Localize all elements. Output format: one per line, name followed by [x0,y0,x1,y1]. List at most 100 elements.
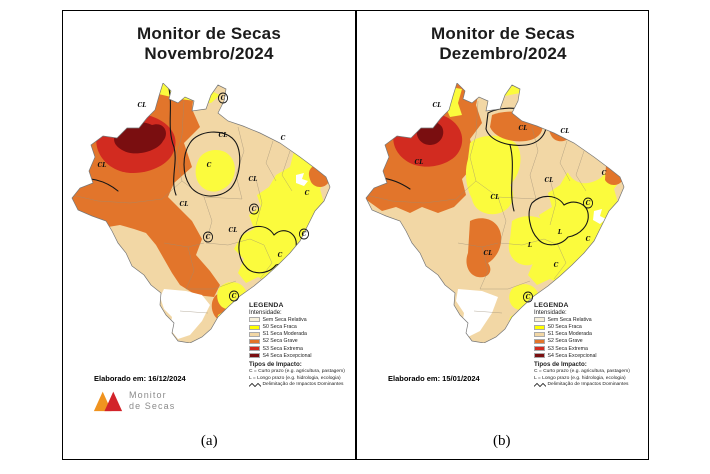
s2-northeast-patch-1 [258,110,280,133]
s2-east-coast-patch [605,163,624,185]
svg-text:C: C [302,231,307,238]
squiggle-line-icon [534,382,546,387]
map-legend: LEGENDA Intensidade: Sem Seca Relativa S… [534,302,630,388]
s4-exceptional-core [114,122,166,154]
impact-type-short: C = Curto prazo (e.g. agricultura, pasta… [249,369,345,375]
svg-text:C: C [586,200,591,207]
squiggle-line-icon [249,382,261,387]
panel-a-title: Monitor de Secas Novembro/2024 [63,24,355,64]
legend-item: S3 Seca Extrema [534,345,630,352]
legend-swatch-s1 [534,331,545,337]
caption-a: (a) [200,433,218,449]
s0-north-strip-1 [438,85,462,117]
s0-center-blob [195,149,235,192]
svg-text:C: C [586,236,591,243]
svg-text:CL: CL [98,162,107,169]
legend-swatch-s0 [534,324,545,330]
state-boundaries [72,100,293,314]
legend-item: S1 Seca Moderada [534,331,630,338]
legend-item: S1 Seca Moderada [249,331,345,338]
legend-title: LEGENDA [249,302,284,309]
legend-swatch-s2 [249,338,260,344]
legend-swatch-s3 [534,346,545,352]
svg-text:CL: CL [484,250,493,257]
panel-divider-line [355,11,357,459]
panel-a-title-line2: Novembro/2024 [144,44,274,63]
panel-b-title-line1: Monitor de Secas [431,24,575,43]
elaborated-date-a: Elaborado em: 16/12/2024 [94,374,186,383]
svg-text:L: L [557,229,562,236]
panel-a-title-line1: Monitor de Secas [137,24,281,43]
svg-text:C: C [281,135,286,142]
svg-text:C: C [232,293,237,300]
s0-lower-center-1 [508,216,551,266]
svg-text:CL: CL [229,227,238,234]
svg-text:C: C [526,294,531,301]
state-boundaries [366,100,587,314]
svg-text:C: C [252,206,257,213]
brazil-coastline [365,83,625,343]
logo-m-icon [93,391,123,412]
s0-center-region [465,135,521,215]
impact-types-title: Tipos de Impacto: [534,361,587,369]
logo-text: Monitor de Secas [129,389,176,411]
legend-swatch-s4 [534,353,545,359]
svg-text:CL: CL [415,159,424,166]
legend-item: S4 Seca Excepcional [534,353,630,360]
impact-type-short: C = Curto prazo (e.g. agricultura, pasta… [534,369,630,375]
panel-b-title: Monitor de Secas Dezembro/2024 [357,24,649,64]
legend-item: S0 Seca Fraca [534,324,630,331]
panel-november: Monitor de Secas Novembro/2024 [63,11,355,426]
legend-item: S2 Seca Grave [249,338,345,345]
svg-text:CL: CL [561,128,570,135]
legend-swatch-s4 [249,353,260,359]
legend-title: LEGENDA [534,302,569,309]
svg-text:C: C [207,162,212,169]
map-legend: LEGENDA Intensidade: Sem Seca Relativa S… [249,302,345,388]
impact-delimitation-legend: Delimitação de Impactos Dominantes [534,382,630,388]
legend-swatch-s2 [534,338,545,344]
s0-lower-center-2 [549,248,577,272]
legend-intensity-label: Intensidade: [249,310,282,316]
no-drought-east-gap [593,209,606,224]
s2-southwest-column [466,218,502,278]
panel-b-title-line2: Dezembro/2024 [439,44,567,63]
no-drought-east-gap [296,173,308,186]
legend-swatch-s3 [249,346,260,352]
impact-types-title: Tipos de Impacto: [249,361,302,369]
svg-text:C: C [221,95,226,102]
svg-text:C: C [602,170,607,177]
legend-item: S4 Seca Excepcional [249,353,345,360]
svg-text:CL: CL [249,176,258,183]
figure-border-box: Monitor de Secas Novembro/2024 [62,10,649,460]
elaborated-date-b: Elaborado em: 15/01/2024 [388,374,480,383]
legend-item: Sem Seca Relativa [249,317,345,324]
svg-text:L: L [527,242,532,249]
svg-text:CL: CL [433,102,442,109]
svg-text:CL: CL [138,102,147,109]
legend-item: S3 Seca Extrema [249,345,345,352]
svg-text:CL: CL [180,201,189,208]
legend-swatch-s1 [249,331,260,337]
svg-text:C: C [554,262,559,269]
impact-type-long: L = Longo prazo (e.g. hidrologia, ecolog… [534,375,626,381]
panel-december: Monitor de Secas Dezembro/2024 [357,11,649,426]
legend-swatch-s0 [249,324,260,330]
legend-intensity-label: Intensidade: [534,310,567,316]
caption-b: (b) [493,433,511,449]
brazil-coastline [71,83,331,343]
svg-text:C: C [305,190,310,197]
svg-text:C: C [206,234,211,241]
impact-letters: CL C CL CL C C CL C CL C CL C C C C [98,92,310,302]
impact-delimitation-legend: Delimitação de Impactos Dominantes [249,382,345,388]
svg-text:CL: CL [491,194,500,201]
caption-row: (a) (b) [63,426,648,459]
svg-text:CL: CL [519,125,528,132]
legend-swatch-sem-seca [249,317,260,323]
legend-item: Sem Seca Relativa [534,317,630,324]
impact-type-long: L = Longo prazo (e.g. hidrologia, ecolog… [249,375,341,381]
legend-item: S2 Seca Grave [534,338,630,345]
svg-text:C: C [278,252,283,259]
